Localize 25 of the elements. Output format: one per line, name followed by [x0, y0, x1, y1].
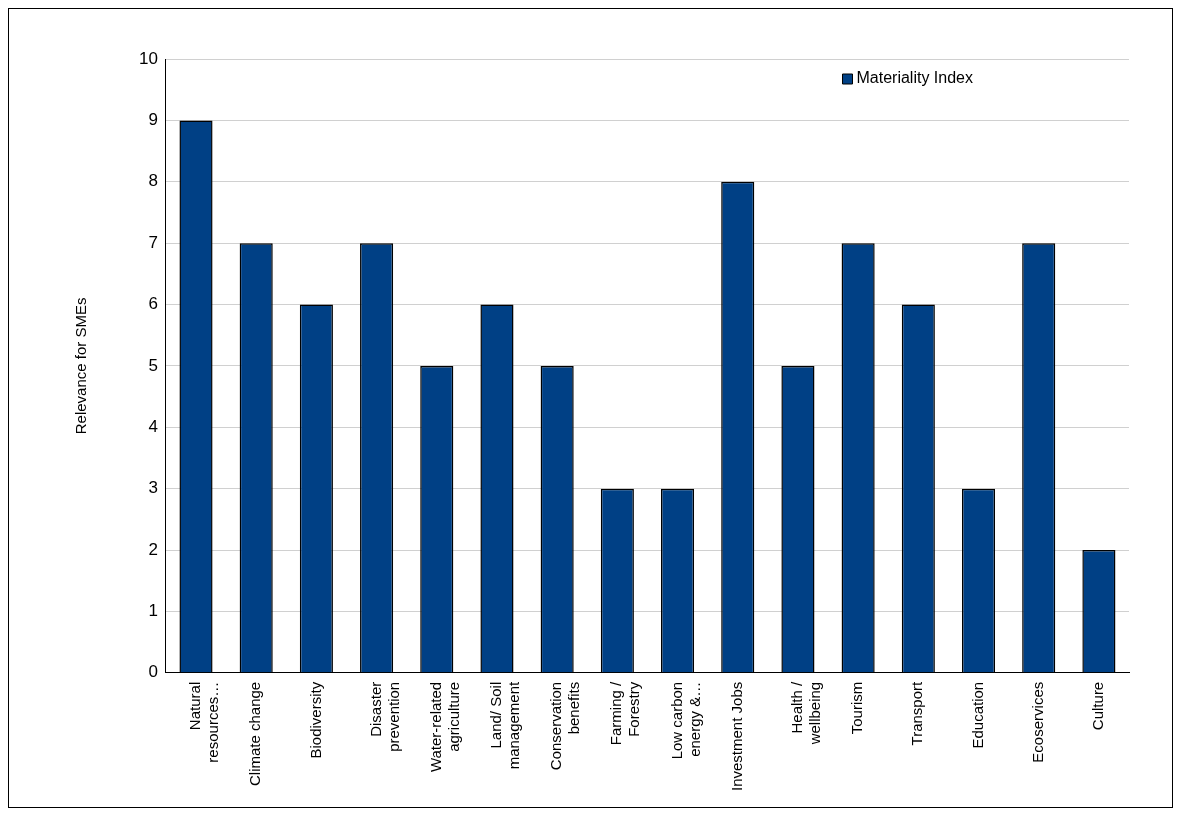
y-tick-label: 5 [148, 355, 158, 375]
x-tick-label: Biodiversity [306, 681, 324, 759]
x-tick-label: Investment Jobs [727, 681, 745, 791]
x-tick-label: Education [968, 681, 986, 749]
y-tick-label: 9 [148, 110, 158, 130]
x-tick-label: Tourism [848, 681, 866, 735]
y-tick-label: 4 [148, 416, 158, 436]
y-tick-label: 8 [148, 171, 158, 191]
y-tick-label: 6 [148, 294, 158, 314]
y-tick-label: 3 [148, 478, 158, 498]
y-tick-label: 7 [148, 232, 158, 252]
y-tick-label: 0 [148, 662, 158, 682]
x-tick-label: Natural resources… [186, 681, 222, 763]
x-tick-label: Climate change [246, 681, 264, 787]
x-tick-label: Ecoservices [1028, 681, 1046, 763]
y-tick-label: 10 [138, 48, 158, 68]
x-tick-label: Culture [1089, 681, 1107, 731]
x-tick-label: Low carbon energy &… [667, 681, 703, 760]
y-axis-title: Relevance for SMEs [72, 297, 90, 435]
legend-label: Materiality Index [856, 69, 974, 87]
y-tick-label: 1 [148, 601, 158, 621]
x-tick-label: Disaster prevention [366, 681, 402, 752]
x-tick-label: Health / wellbeing [788, 680, 824, 746]
x-tick-label: Transport [908, 680, 926, 746]
y-tick-label: 2 [148, 539, 158, 559]
